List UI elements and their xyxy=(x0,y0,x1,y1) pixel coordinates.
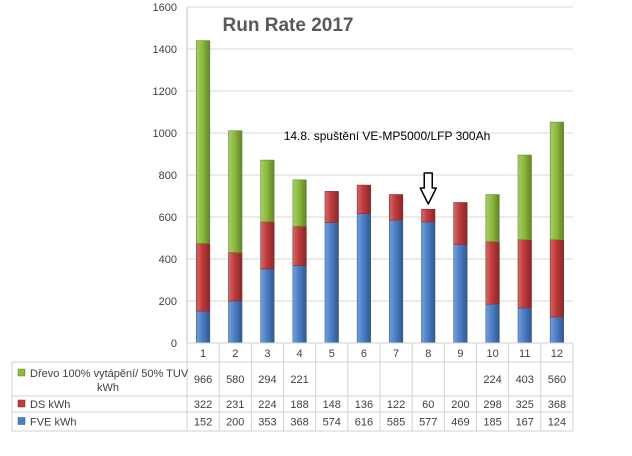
bar-segment xyxy=(292,225,307,267)
bar-segment xyxy=(549,239,564,318)
legend-key xyxy=(17,399,26,408)
data-table-cell: 152 xyxy=(194,417,212,429)
x-tick-label: 11 xyxy=(519,348,530,360)
series-label-line2: kWh xyxy=(97,382,119,394)
bar-segment xyxy=(260,221,275,270)
x-tick-label: 2 xyxy=(232,348,238,360)
x-tick-label: 6 xyxy=(361,348,367,360)
y-tick-label: 1200 xyxy=(153,86,177,98)
down-arrow-icon xyxy=(419,172,437,205)
data-table-cell: 353 xyxy=(258,417,276,429)
y-tick-label: 200 xyxy=(159,296,177,308)
bar-segment xyxy=(485,303,500,344)
data-table-cell: 403 xyxy=(516,374,534,386)
series-label-line1: Dřevo 100% vytápění/ 50% TUV xyxy=(30,368,189,380)
x-tick-label: 4 xyxy=(297,348,303,360)
data-table-cell: 224 xyxy=(258,399,276,411)
x-tick-label: 9 xyxy=(457,348,463,360)
data-table-cell: 325 xyxy=(516,399,534,411)
data-table-cell: 577 xyxy=(419,417,437,429)
data-table-cell: 574 xyxy=(323,417,341,429)
data-table-cell: 188 xyxy=(290,399,308,411)
data-table-cell: 298 xyxy=(483,399,501,411)
bar-segment xyxy=(292,179,307,227)
bar-segment xyxy=(517,239,532,309)
bar-segment xyxy=(549,121,564,240)
data-table-cell: 560 xyxy=(548,374,566,386)
data-table-cell: 580 xyxy=(226,374,244,386)
data-table-cell: 136 xyxy=(355,399,373,411)
bar-segment xyxy=(324,222,339,344)
x-tick-label: 7 xyxy=(393,348,399,360)
x-tick-label: 12 xyxy=(551,348,563,360)
y-tick-label: 1600 xyxy=(153,2,177,14)
y-tick-label: 1400 xyxy=(153,44,177,56)
bar-segment xyxy=(292,265,307,344)
y-tick-label: 400 xyxy=(159,254,177,266)
series-label: DS kWh xyxy=(30,399,70,411)
legend-key xyxy=(17,368,26,377)
y-tick-label: 1000 xyxy=(153,128,177,140)
chart-title: Run Rate 2017 xyxy=(223,15,354,36)
data-table-cell: 122 xyxy=(387,399,405,411)
bar-segment xyxy=(356,184,371,214)
bar-segment xyxy=(196,40,211,244)
bar-segment xyxy=(260,268,275,344)
bar-segment xyxy=(517,307,532,344)
bar-segment xyxy=(260,159,275,223)
bar-segment xyxy=(228,130,243,253)
bar-segment xyxy=(228,252,243,302)
y-tick-label: 800 xyxy=(159,170,177,182)
x-tick-label: 10 xyxy=(486,348,498,360)
data-table-cell: 221 xyxy=(290,374,308,386)
y-tick-label: 0 xyxy=(171,338,177,350)
bar-segment xyxy=(389,194,404,221)
data-table-cell: 60 xyxy=(422,399,434,411)
bar-segment xyxy=(453,244,468,344)
bar-segment xyxy=(228,300,243,344)
series-label: FVE kWh xyxy=(30,417,76,429)
data-table-cell: 322 xyxy=(194,399,212,411)
bar-segment xyxy=(421,208,436,223)
chart-annotation: 14.8. spuštění VE-MP5000/LFP 300Ah xyxy=(284,129,491,143)
x-tick-label: 5 xyxy=(329,348,335,360)
x-tick-label: 8 xyxy=(425,348,431,360)
bar-segment xyxy=(485,241,500,305)
data-table-cell: 368 xyxy=(548,399,566,411)
bar-segment xyxy=(324,191,339,223)
bar-segment xyxy=(196,310,211,344)
bar-segment xyxy=(389,219,404,344)
data-table-cell: 294 xyxy=(258,374,276,386)
bar-segment xyxy=(485,194,500,242)
bar-segment xyxy=(356,213,371,344)
data-table-cell: 966 xyxy=(194,374,212,386)
data-table-cell: 224 xyxy=(483,374,501,386)
data-table-cell: 167 xyxy=(516,417,534,429)
data-table-cell: 616 xyxy=(355,417,373,429)
data-table-cell: 200 xyxy=(226,417,244,429)
y-tick-label: 600 xyxy=(159,212,177,224)
data-table-cell: 124 xyxy=(548,417,566,429)
data-table-cell: 231 xyxy=(226,399,244,411)
legend-key xyxy=(17,417,26,425)
bar-segment xyxy=(549,316,564,344)
data-table-cell: 185 xyxy=(483,417,501,429)
x-tick-label: 1 xyxy=(200,348,206,360)
x-tick-label: 3 xyxy=(264,348,270,360)
data-table-cell: 469 xyxy=(451,417,469,429)
data-table-cell: 368 xyxy=(290,417,308,429)
bar-segment xyxy=(453,202,468,245)
bar-segment xyxy=(421,221,436,344)
bar-segment xyxy=(517,154,532,240)
data-table-cell: 200 xyxy=(451,399,469,411)
data-table-cell: 585 xyxy=(387,417,405,429)
bar-segment xyxy=(196,243,211,312)
data-table-cell: 148 xyxy=(323,399,341,411)
